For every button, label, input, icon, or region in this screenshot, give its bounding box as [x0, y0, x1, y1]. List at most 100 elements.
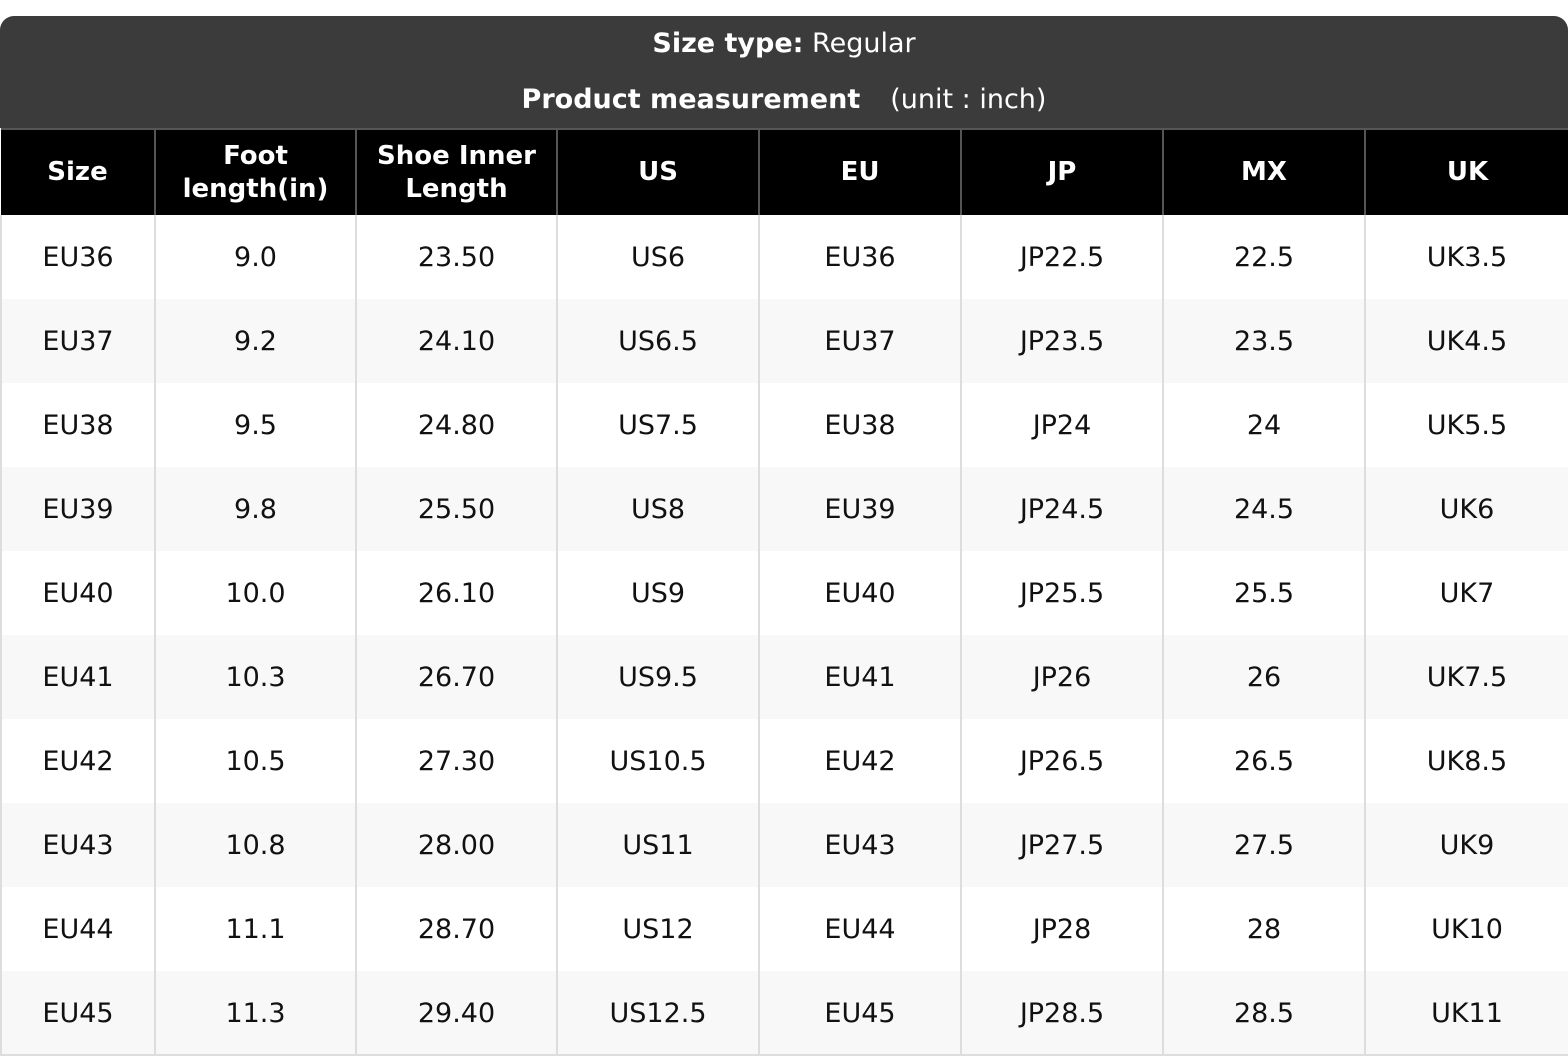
column-header-line: EU	[840, 157, 880, 187]
table-row: EU40 10.0 26.10 US9 EU40 JP25.5 25.5 UK7	[0, 551, 1568, 635]
table-cell: US6	[556, 215, 759, 299]
table-cell: EU39	[0, 467, 155, 551]
table-row: EU43 10.8 28.00 US11 EU43 JP27.5 27.5 UK9	[0, 803, 1568, 887]
table-row: EU36 9.0 23.50 US6 EU36 JP22.5 22.5 UK3.5	[0, 215, 1568, 299]
table-cell: 22.5	[1162, 215, 1365, 299]
table-row: EU38 9.5 24.80 US7.5 EU38 JP24 24 UK5.5	[0, 383, 1568, 467]
column-header-line: Shoe Inner	[377, 140, 536, 171]
column-header-line: UK	[1446, 157, 1489, 187]
table-cell: 10.0	[154, 551, 356, 635]
table-cell: EU38	[0, 383, 155, 467]
table-cell: UK8.5	[1364, 719, 1568, 803]
column-header-line: JP	[1047, 157, 1077, 187]
table-cell: EU38	[758, 383, 961, 467]
table-cell: EU41	[758, 635, 961, 719]
size-table: Size Foot length(in) Shoe Inner Length US EU JP…	[0, 128, 1568, 1054]
measurement-label: Product measurement	[521, 84, 861, 115]
table-cell: EU36	[0, 215, 155, 299]
table-row: EU44 11.1 28.70 US12 EU44 JP28 28 UK10	[0, 887, 1568, 971]
table-cell: UK9	[1364, 803, 1568, 887]
table-cell: 9.8	[154, 467, 356, 551]
table-cell: EU37	[758, 299, 961, 383]
column-header: Foot length(in)	[154, 128, 356, 215]
table-row: EU45 11.3 29.40 US12.5 EU45 JP28.5 28.5 UK11	[0, 971, 1568, 1054]
table-cell: UK5.5	[1364, 383, 1568, 467]
table-cell: 27.30	[355, 719, 557, 803]
table-cell: 28.70	[355, 887, 557, 971]
table-cell: US7.5	[556, 383, 759, 467]
size-chart-banner: Size type: Regular Product measurement (u…	[0, 16, 1568, 128]
column-header: MX	[1162, 128, 1365, 215]
table-cell: UK7	[1364, 551, 1568, 635]
table-row: EU37 9.2 24.10 US6.5 EU37 JP23.5 23.5 UK4.5	[0, 299, 1568, 383]
table-cell: 24.80	[355, 383, 557, 467]
table-cell: 26.5	[1162, 719, 1365, 803]
size-type-value: Regular	[812, 28, 916, 59]
column-header: Shoe Inner Length	[355, 128, 557, 215]
table-cell: 27.5	[1162, 803, 1365, 887]
table-cell: UK4.5	[1364, 299, 1568, 383]
column-header-line: Foot	[223, 140, 288, 171]
table-cell: JP28.5	[960, 971, 1163, 1054]
table-cell: EU41	[0, 635, 155, 719]
table-cell: 26	[1162, 635, 1365, 719]
table-cell: EU42	[0, 719, 155, 803]
table-cell: EU44	[758, 887, 961, 971]
column-header-line: MX	[1241, 157, 1287, 187]
table-cell: 9.5	[154, 383, 356, 467]
table-cell: UK6	[1364, 467, 1568, 551]
table-cell: JP26	[960, 635, 1163, 719]
table-cell: 10.3	[154, 635, 356, 719]
table-cell: 24.10	[355, 299, 557, 383]
table-cell: UK7.5	[1364, 635, 1568, 719]
table-cell: EU45	[0, 971, 155, 1054]
table-cell: EU42	[758, 719, 961, 803]
table-cell: US12.5	[556, 971, 759, 1054]
table-cell: JP23.5	[960, 299, 1163, 383]
table-cell: 28	[1162, 887, 1365, 971]
column-header-line: length(in)	[182, 173, 329, 204]
table-cell: US11	[556, 803, 759, 887]
measurement-line: Product measurement (unit : inch)	[0, 72, 1568, 128]
table-cell: JP26.5	[960, 719, 1163, 803]
table-cell: 29.40	[355, 971, 557, 1054]
table-cell: JP24	[960, 383, 1163, 467]
table-cell: EU45	[758, 971, 961, 1054]
table-cell: 23.5	[1162, 299, 1365, 383]
column-header: Size	[1, 128, 155, 215]
table-cell: 23.50	[355, 215, 557, 299]
table-cell: 10.8	[154, 803, 356, 887]
table-cell: JP27.5	[960, 803, 1163, 887]
table-cell: EU44	[0, 887, 155, 971]
table-cell: US9.5	[556, 635, 759, 719]
table-header-row: Size Foot length(in) Shoe Inner Length US EU JP…	[1, 128, 1568, 215]
table-body: EU36 9.0 23.50 US6 EU36 JP22.5 22.5 UK3.5 EU37 9.…	[0, 215, 1568, 1054]
table-cell: 24	[1162, 383, 1365, 467]
table-cell: JP25.5	[960, 551, 1163, 635]
table-cell: US8	[556, 467, 759, 551]
column-header: EU	[758, 128, 961, 215]
table-cell: US6.5	[556, 299, 759, 383]
table-cell: EU43	[758, 803, 961, 887]
table-cell: 9.0	[154, 215, 356, 299]
column-header: JP	[960, 128, 1163, 215]
table-cell: 11.1	[154, 887, 356, 971]
table-cell: 10.5	[154, 719, 356, 803]
table-cell: US10.5	[556, 719, 759, 803]
size-chart: Size type: Regular Product measurement (u…	[0, 16, 1568, 1056]
table-cell: EU40	[0, 551, 155, 635]
table-cell: JP24.5	[960, 467, 1163, 551]
table-cell: UK10	[1364, 887, 1568, 971]
size-type-line: Size type: Regular	[0, 16, 1568, 72]
table-cell: 25.5	[1162, 551, 1365, 635]
column-header-line: Size	[47, 157, 108, 187]
table-cell: EU37	[0, 299, 155, 383]
column-header: UK	[1364, 128, 1568, 215]
table-row: EU42 10.5 27.30 US10.5 EU42 JP26.5 26.5 UK8.5	[0, 719, 1568, 803]
table-cell: 24.5	[1162, 467, 1365, 551]
table-cell: 25.50	[355, 467, 557, 551]
size-type-label: Size type:	[652, 28, 804, 59]
table-cell: 9.2	[154, 299, 356, 383]
table-cell: US9	[556, 551, 759, 635]
table-cell: EU39	[758, 467, 961, 551]
